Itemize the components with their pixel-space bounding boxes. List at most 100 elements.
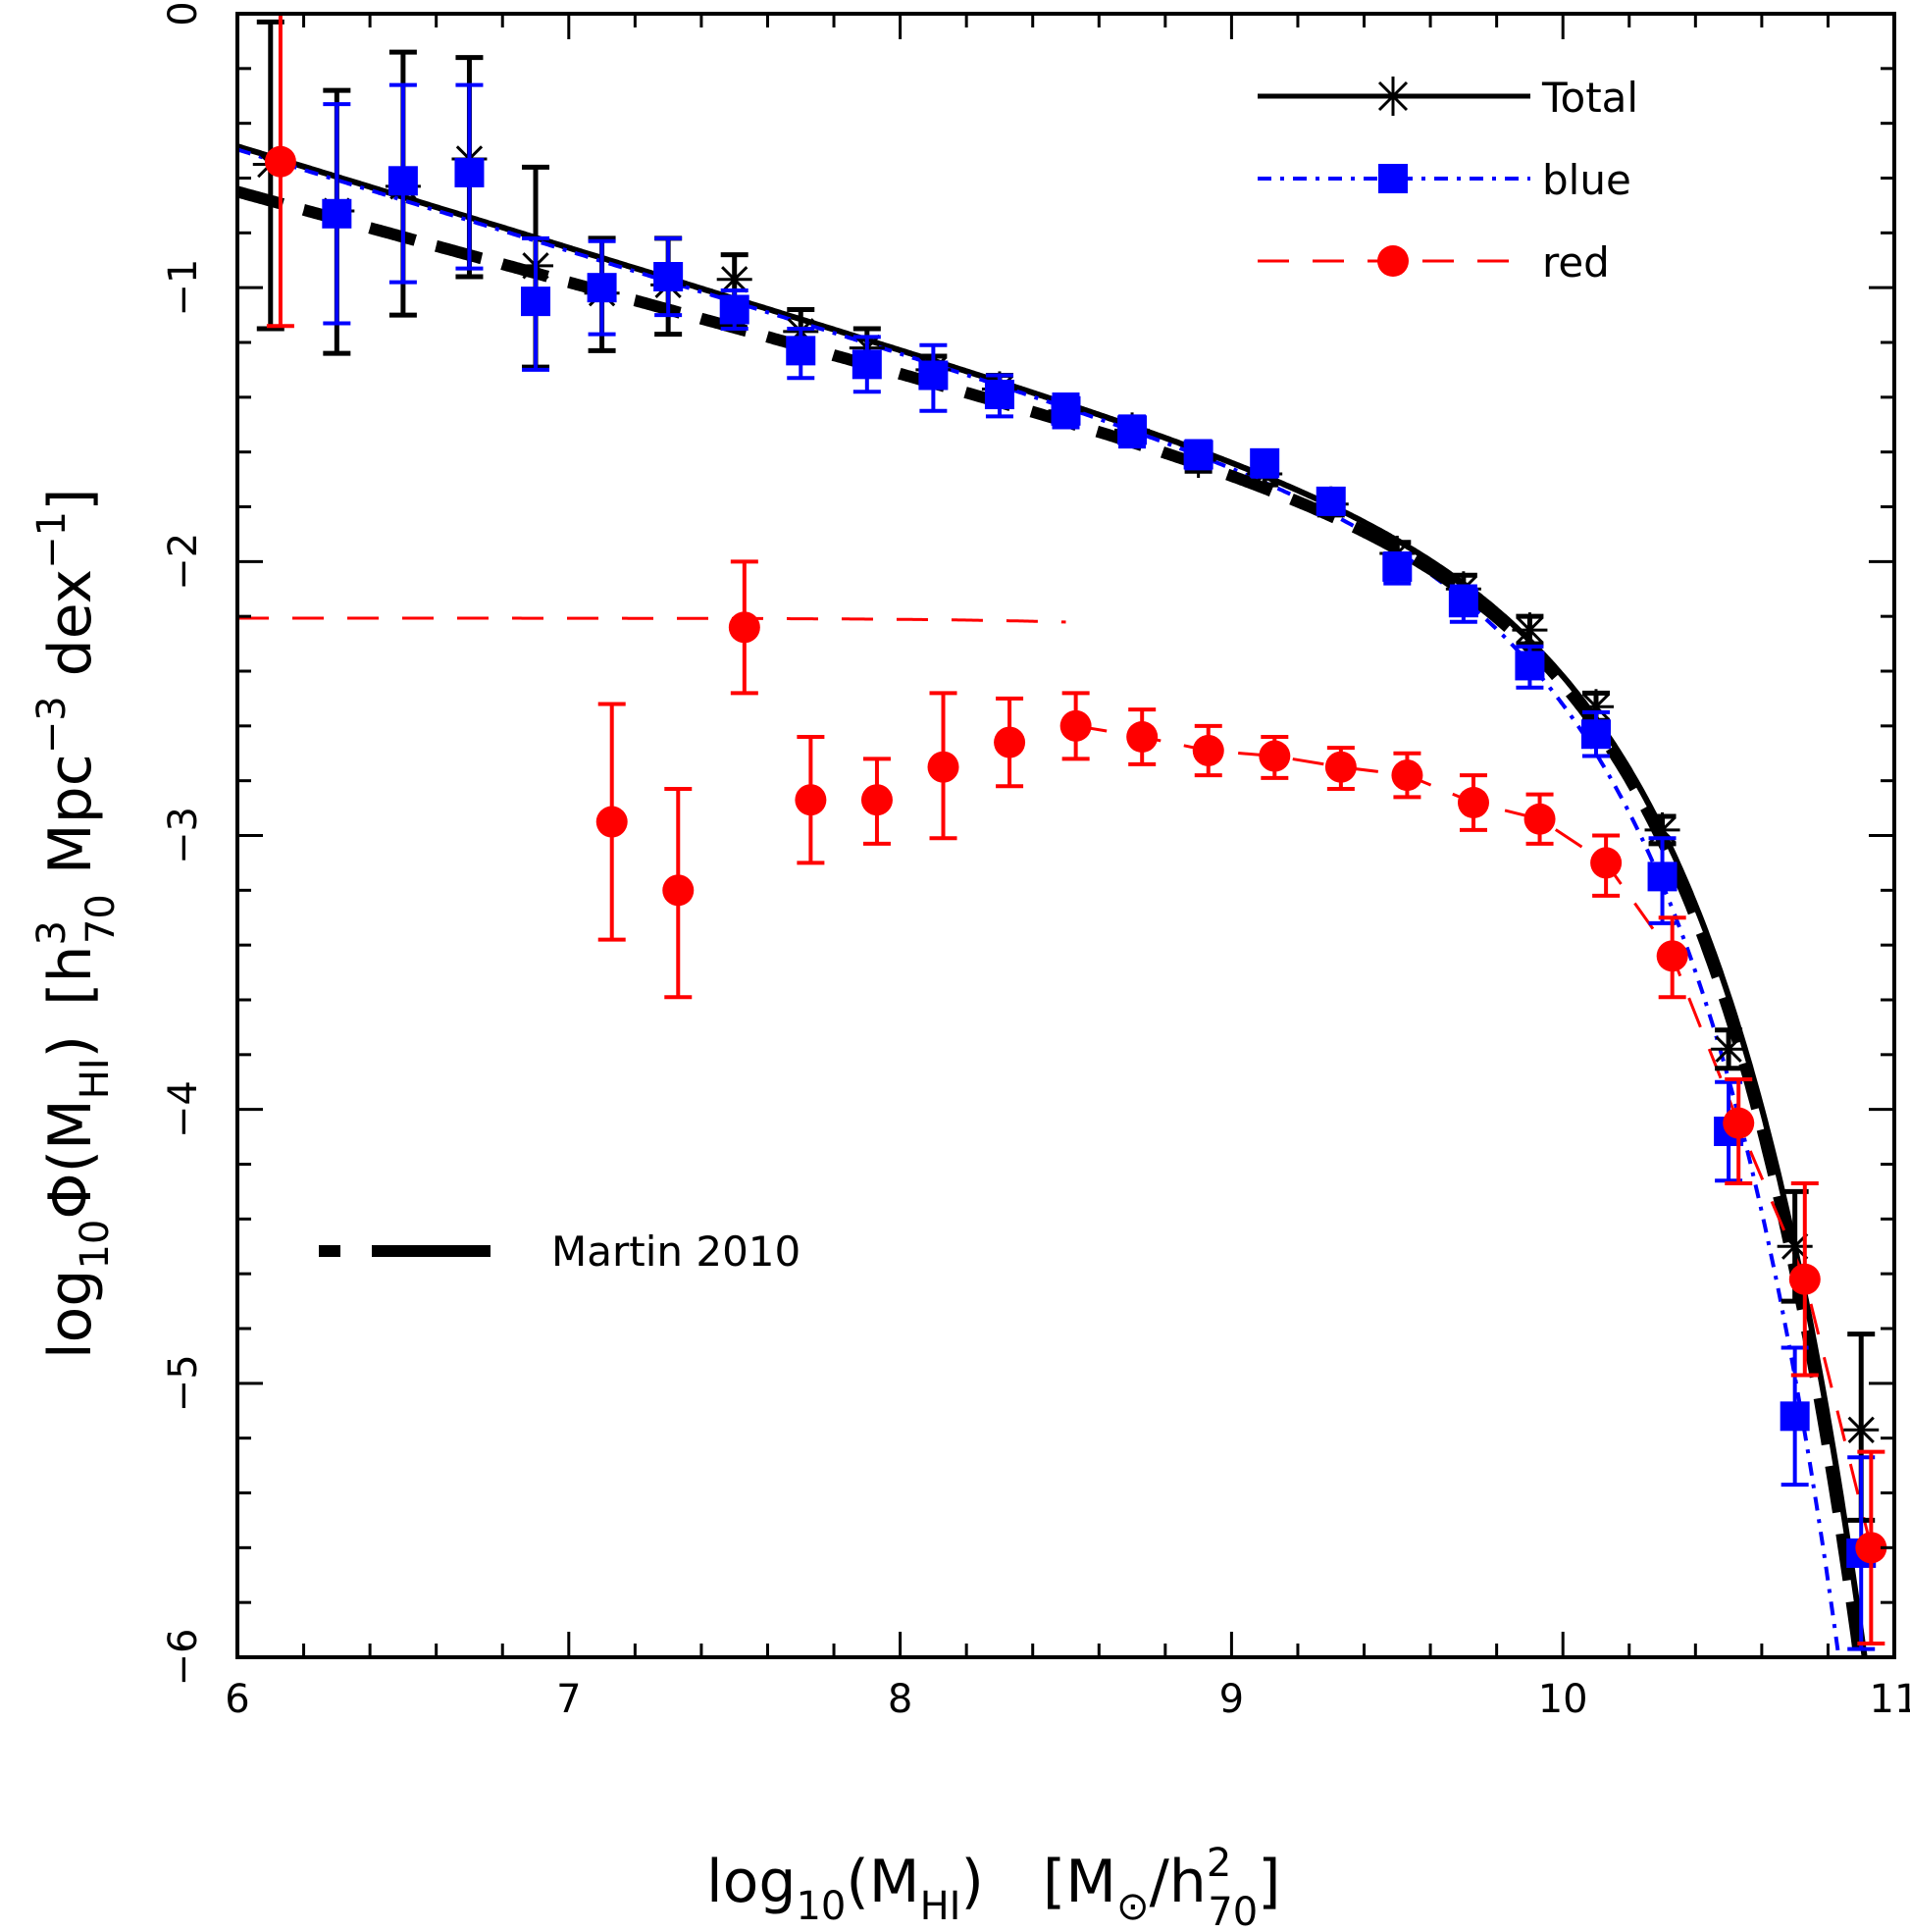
square-marker: [322, 198, 352, 229]
red-connector-line: [1075, 724, 1873, 1548]
x-label-h-sub: 70: [1208, 1890, 1258, 1932]
circle-marker: [595, 806, 628, 838]
x-axis-label: log10(MHI) [M⊙/h2 70]: [706, 1841, 1281, 1932]
circle-marker: [1192, 734, 1224, 766]
circle-marker: [1059, 709, 1092, 742]
blue-point: [918, 342, 949, 413]
square-marker: [454, 157, 485, 187]
square-marker: [1250, 447, 1280, 478]
square-marker: [653, 262, 684, 291]
circle-marker: [860, 784, 893, 816]
y-tick-label: −4: [161, 1080, 206, 1138]
red-series: [264, 14, 1887, 1646]
y-tick-label: −2: [161, 533, 206, 591]
y-tick-label: −5: [161, 1354, 206, 1412]
square-marker: [719, 294, 749, 325]
x-label-log: log: [706, 1848, 796, 1916]
square-marker: [587, 273, 617, 303]
y-label-m-sub: HI: [73, 1058, 118, 1099]
x-label-unit-open: [M: [1043, 1848, 1116, 1916]
x-tick-label: 6: [225, 1677, 249, 1722]
total-point: [1512, 612, 1548, 649]
y-tick-label: −6: [161, 1629, 206, 1687]
blue-point: [1780, 1345, 1810, 1488]
blue-fit-curve: [237, 147, 1841, 1657]
circle-marker: [1523, 803, 1556, 835]
red-point: [927, 691, 959, 841]
blue-point: [1382, 550, 1413, 586]
circle-marker: [662, 874, 695, 907]
blue-point: [454, 82, 485, 271]
x-label-h-sup: 2: [1207, 1841, 1231, 1886]
data-series: [252, 14, 1887, 1651]
blue-point: [1316, 486, 1346, 516]
red-point: [1259, 735, 1291, 780]
blue-point: [852, 335, 882, 394]
x-tick-label: 10: [1538, 1677, 1588, 1722]
y-label-mpc-sup: −3: [29, 696, 75, 754]
red-fit-curve: [237, 616, 1066, 624]
circle-marker: [927, 751, 959, 783]
legend-entry-blue: [1258, 164, 1530, 193]
blue-point: [1183, 439, 1213, 471]
circle-marker: [264, 145, 296, 178]
circle-marker: [728, 611, 760, 644]
blue-point: [521, 235, 551, 372]
x-tick-label: 7: [556, 1677, 581, 1722]
circle-marker: [1391, 759, 1423, 792]
square-marker: [1382, 551, 1413, 582]
legend-label-total: Total: [1541, 74, 1638, 122]
y-tick-label: −1: [161, 259, 206, 317]
red-point: [860, 757, 893, 846]
x-label-m-sub: HI: [920, 1884, 961, 1929]
red-point: [1126, 707, 1159, 766]
square-marker: [984, 380, 1014, 410]
red-point: [1192, 723, 1224, 778]
legend: Total blue red: [1258, 74, 1638, 287]
red-point: [994, 696, 1026, 789]
square-marker: [1515, 651, 1545, 681]
square-marker: [918, 360, 949, 391]
axis-ticks: [235, 12, 1896, 1659]
square-marker: [521, 287, 551, 317]
x-tick-label: 11: [1870, 1677, 1910, 1722]
red-point: [1523, 792, 1556, 846]
red-point: [795, 735, 827, 865]
red-point: [662, 787, 695, 1000]
red-point: [264, 14, 296, 329]
x-label-unit-close: ]: [1258, 1848, 1280, 1916]
y-label-mpc: Mpc: [36, 754, 105, 874]
square-marker: [1580, 719, 1611, 750]
square-marker: [1051, 395, 1081, 426]
circle-marker: [1259, 740, 1291, 772]
circle-marker: [1656, 940, 1688, 972]
square-marker: [1117, 415, 1148, 445]
red-point: [1391, 751, 1423, 800]
square-marker: [1183, 440, 1213, 470]
legend-label-red: red: [1542, 238, 1610, 287]
martin-annotation: Martin 2010: [319, 1227, 800, 1276]
x-tick-label: 8: [888, 1677, 912, 1722]
x-label-close: ): [960, 1848, 983, 1916]
y-label-h-sup: 3: [29, 920, 75, 945]
red-point: [1656, 915, 1688, 1000]
circle-marker: [1855, 1532, 1887, 1564]
total-fit-curve: [237, 143, 1868, 1657]
y-label-bracket-open: [h: [36, 945, 105, 1005]
y-tick-label: 0: [161, 1, 206, 26]
square-marker: [387, 166, 418, 196]
red-point: [1457, 773, 1489, 832]
blue-point: [387, 82, 418, 285]
y-label-h-sub: 70: [78, 894, 124, 944]
square-marker: [1316, 486, 1346, 516]
legend-marker-blue: [1378, 164, 1408, 193]
y-label-log: log: [36, 1270, 105, 1359]
fit-curves: [237, 143, 1868, 1657]
x-label-unit-div: /h: [1150, 1848, 1207, 1916]
legend-marker-red: [1377, 245, 1409, 277]
red-point: [1590, 833, 1623, 898]
martin-annotation-label: Martin 2010: [551, 1227, 800, 1276]
blue-point: [1051, 392, 1081, 430]
red-point: [1059, 691, 1092, 761]
red-point: [1788, 1181, 1821, 1378]
